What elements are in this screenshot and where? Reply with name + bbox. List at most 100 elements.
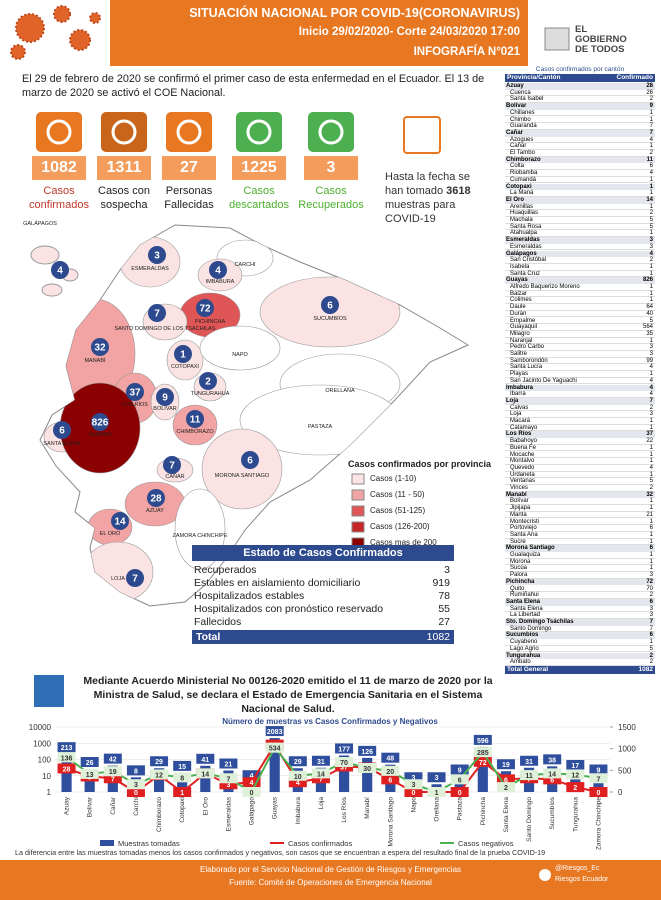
- value-label: 3: [134, 782, 138, 789]
- value-label-box: [450, 764, 469, 775]
- province-name: ORELLANA: [325, 388, 355, 394]
- canton-name: Chimbo: [510, 116, 531, 123]
- province-marker: [186, 410, 204, 428]
- canton-row: Guaranda 7: [505, 123, 655, 130]
- x-tick-label: Guayas: [272, 796, 279, 819]
- x-tick-label: Imbabura: [295, 797, 302, 825]
- province-row: Cañar 7: [505, 129, 655, 137]
- province-cases: 3: [649, 237, 653, 244]
- value-label-box: [242, 787, 261, 797]
- map-legend-title: Casos confirmados por provincia: [348, 459, 492, 469]
- canton-name: Jipijapa: [510, 505, 531, 512]
- canton-name: Sucre: [510, 538, 526, 545]
- value-label: 30: [363, 766, 371, 773]
- province-row: Loja 7: [505, 397, 655, 405]
- value-label-box: [543, 774, 562, 785]
- province-marker: [241, 451, 259, 469]
- province-row: Sucumbíos 6: [505, 632, 655, 640]
- canton-row: Portoviejo 6: [505, 525, 655, 532]
- canton-cases: 3: [649, 344, 653, 351]
- canton-name: Ambato: [510, 659, 531, 666]
- canton-cases: 564: [642, 324, 653, 331]
- canton-row: Chimbo 1: [505, 117, 655, 124]
- canton-row: Chillanes 1: [505, 110, 655, 117]
- value-label-box: [80, 757, 99, 768]
- canton-name: Sucúa: [510, 565, 528, 572]
- value-label-box: [496, 774, 515, 785]
- value-label: 3: [226, 782, 230, 789]
- province-name: Esmeraldas: [506, 237, 540, 244]
- canton-cases: 35: [646, 330, 653, 337]
- x-tick-label: Santo Domingo: [526, 797, 533, 842]
- value-label-box: [381, 774, 400, 785]
- samples-text: Hasta la fecha se han tomado 3618 muestr…: [385, 170, 485, 226]
- footer-band: [0, 860, 661, 900]
- province-row: Bolívar 9: [505, 103, 655, 110]
- province-cases: 2: [205, 377, 211, 388]
- stat-label: Casos confirmados: [29, 185, 89, 211]
- value-label: 70: [340, 760, 348, 767]
- legend-label: Muestras tomadas: [118, 839, 180, 848]
- header-period: Inicio 29/02/2020- Corte 24/03/2020 17:0…: [298, 26, 520, 38]
- value-label-box: [173, 787, 192, 797]
- value-label-box: [543, 754, 562, 765]
- canton-name: Cuyabeno: [510, 639, 538, 646]
- province-cases: 7: [169, 461, 175, 472]
- logo-emblem: [544, 27, 570, 51]
- status-value: 27: [438, 616, 450, 628]
- stat-value-box: [32, 156, 86, 180]
- canton-name: La Libertad: [510, 612, 541, 619]
- status-label: Fallecidos: [194, 616, 242, 628]
- value-label-box: [427, 787, 446, 797]
- canton-name: Guaranda: [510, 123, 537, 130]
- status-label: Recuperados: [194, 564, 257, 576]
- canton-row: Arenillas 1: [505, 204, 655, 211]
- status-value: 3: [444, 564, 450, 576]
- canton-row: Empalme 5: [505, 318, 655, 325]
- value-label-box: [150, 756, 169, 767]
- value-label: 136: [61, 755, 73, 762]
- value-label-box: [242, 770, 261, 781]
- canton-cases: 4: [649, 364, 653, 371]
- status-label: Hospitalizados estables: [194, 590, 305, 602]
- value-label-box: [566, 760, 585, 771]
- canton-cases: 1: [649, 538, 653, 545]
- virus-icon: [89, 12, 101, 24]
- canton-row: Cumandá 1: [505, 177, 655, 184]
- logo-text: DE TODOS: [575, 44, 625, 55]
- canton-name: Cuenca: [510, 89, 531, 96]
- value-label: 9: [596, 767, 600, 774]
- province-cases: 826: [92, 418, 109, 429]
- province-name: Bolívar: [506, 103, 527, 110]
- province-cases: 4: [215, 266, 221, 277]
- canton-name: Palora: [510, 572, 528, 579]
- province-cases: 14: [646, 196, 653, 203]
- table-col: Provincia/Cantón: [507, 74, 561, 81]
- canton-name: Montalvo: [510, 458, 535, 465]
- intro-text: El 29 de febrero de 2020 se confirmó el …: [22, 73, 485, 99]
- province-cases: 6: [649, 632, 653, 639]
- canton-cases: 3: [649, 411, 653, 418]
- province-cases: 6: [327, 301, 333, 312]
- canton-name: Mocache: [510, 451, 535, 458]
- canton-name: Catamayo: [510, 424, 538, 431]
- province-name: NAPO: [232, 352, 248, 358]
- province-cases: 14: [114, 517, 126, 528]
- canton-name: Rumiñahui: [510, 592, 539, 599]
- stat-value: 1311: [106, 159, 142, 176]
- bar: [338, 755, 350, 792]
- chart-note: La diferencia entre las muestras tomadas…: [15, 848, 546, 857]
- province-name: MANABÍ: [84, 357, 106, 364]
- canton-name: Playas: [510, 371, 529, 378]
- canton-row: Jipijapa 1: [505, 505, 655, 512]
- bar: [269, 738, 280, 792]
- canton-cases: 1: [649, 418, 653, 424]
- canton-name: Alfredo Baquerizo Moreno: [510, 284, 580, 290]
- province-name: CHIMBORAZO: [176, 429, 214, 435]
- canton-name: Santa Isabel: [510, 96, 544, 103]
- value-label-box: [103, 766, 122, 777]
- x-tick-label: Santa Elena: [503, 797, 510, 833]
- value-label-box: [265, 726, 284, 737]
- value-label-box: [543, 768, 562, 779]
- canton-cases: 21: [646, 511, 653, 518]
